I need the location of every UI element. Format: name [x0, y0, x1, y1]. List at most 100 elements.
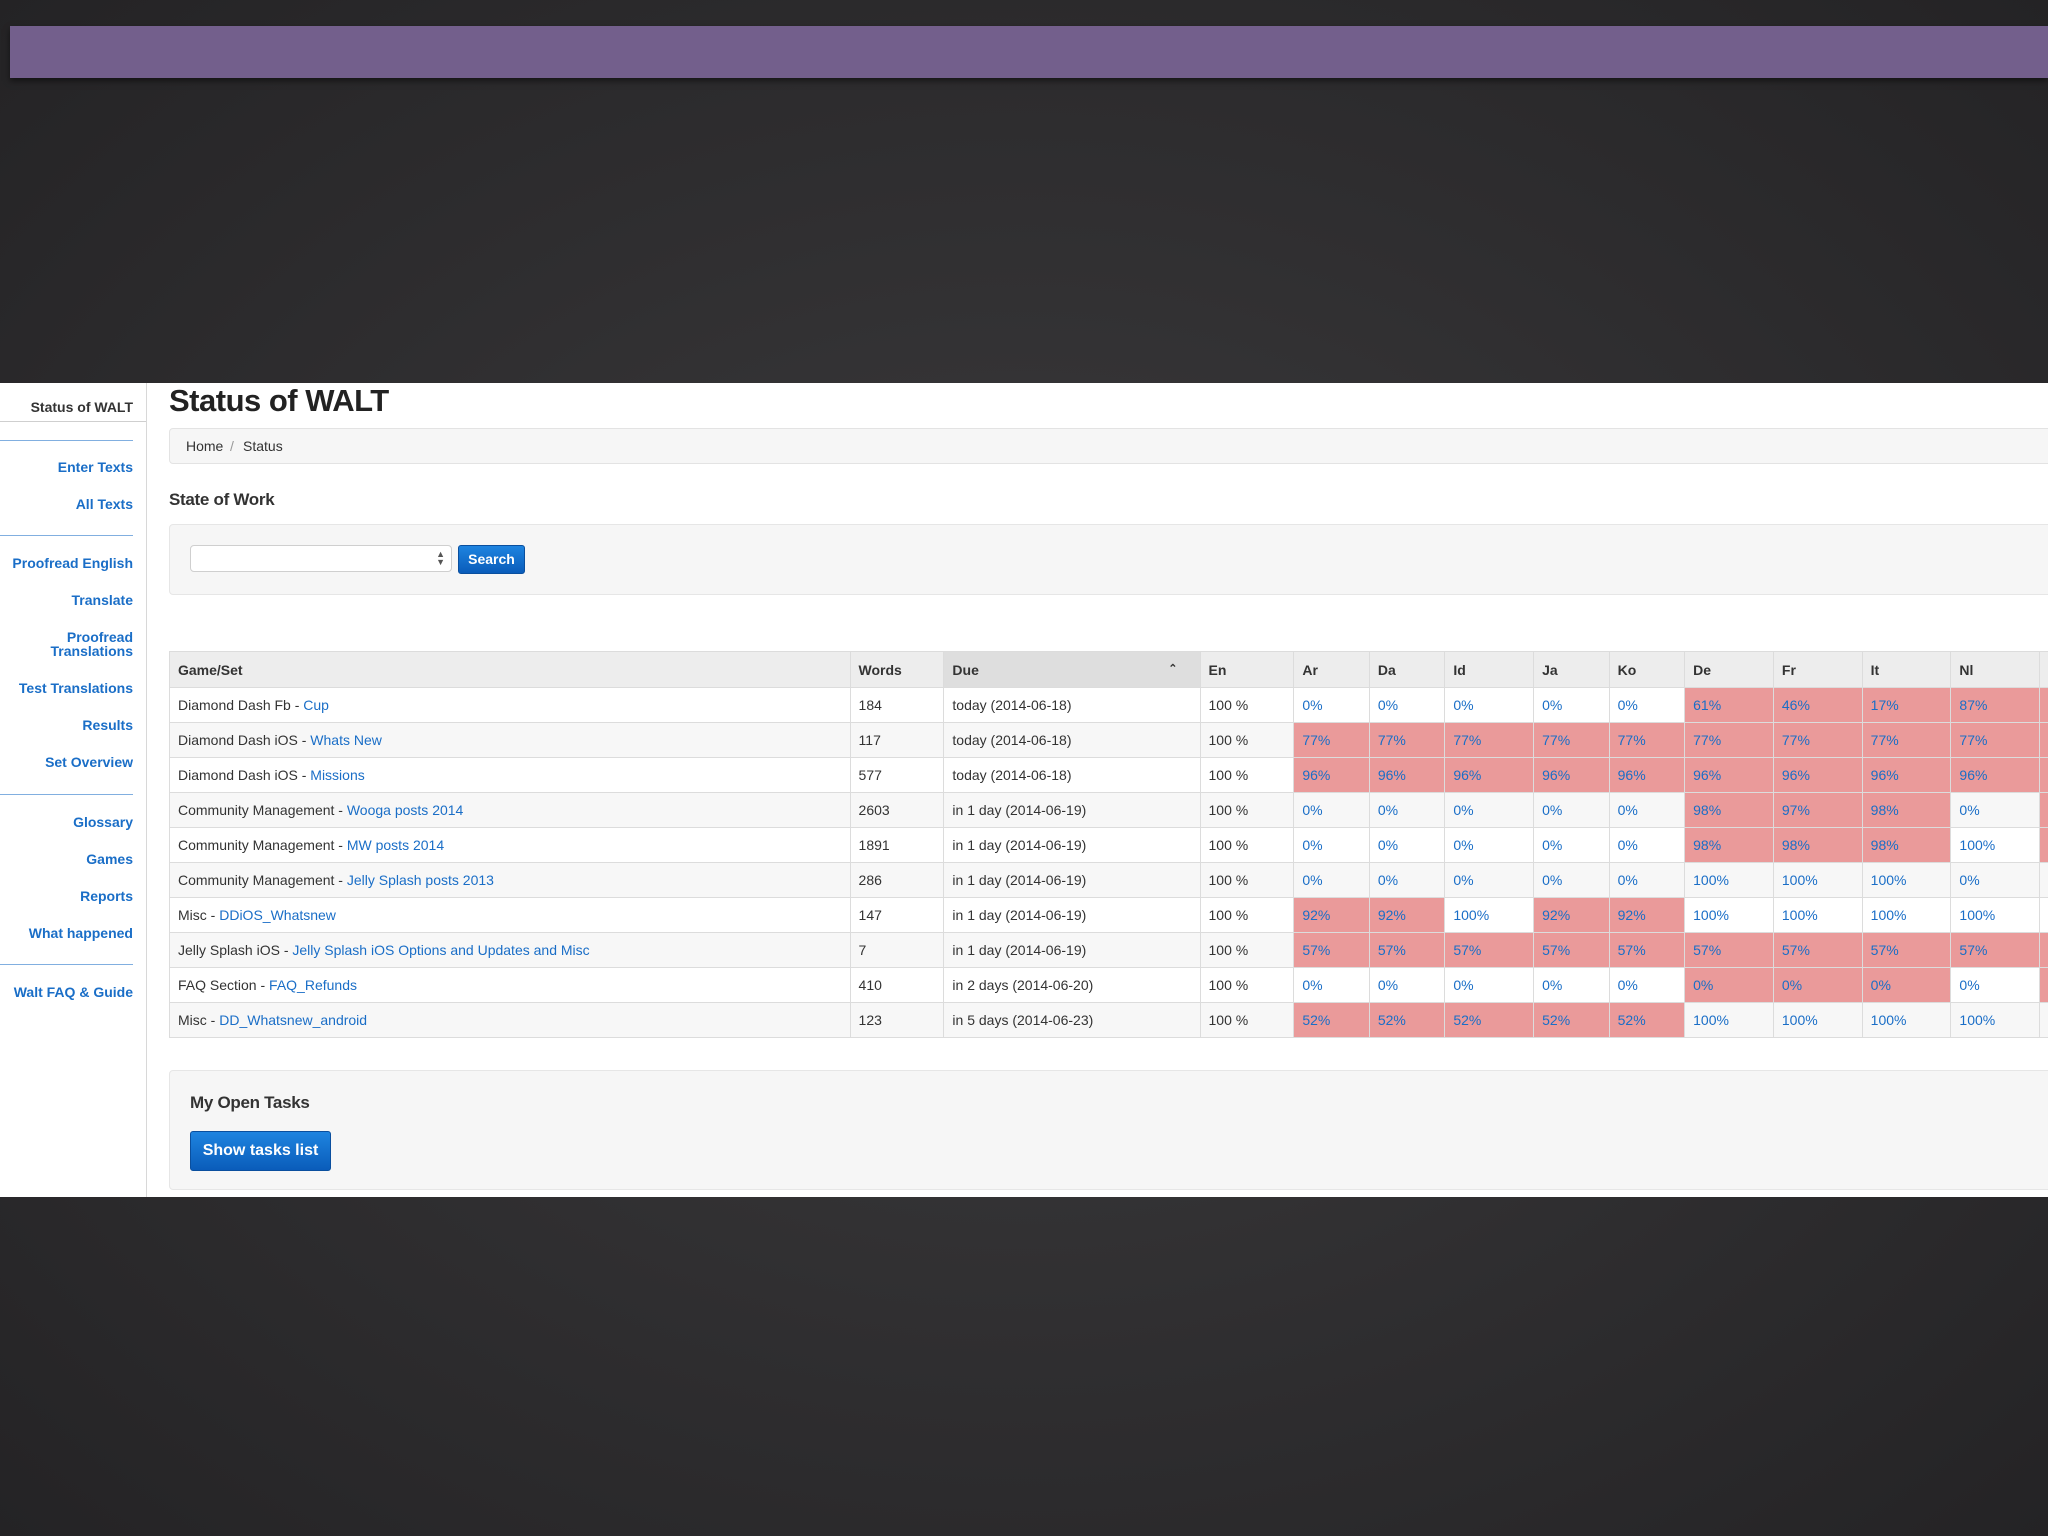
language-progress-link[interactable]: 77% — [1533, 722, 1610, 758]
language-progress-link[interactable]: 100% — [1861, 1002, 1952, 1038]
language-progress-link[interactable]: 0% — [1533, 862, 1610, 898]
language-progress-link[interactable]: 100% — [1950, 1002, 2041, 1038]
column-header-it[interactable]: It — [1861, 651, 1952, 688]
show-tasks-button[interactable]: Show tasks list — [190, 1131, 331, 1171]
language-progress-link[interactable]: 96% — [1533, 757, 1610, 793]
text-set-link[interactable]: DD_Whatsnew_android — [219, 1012, 368, 1028]
language-progress-link[interactable]: 98% — [1684, 827, 1774, 863]
language-progress-link[interactable]: 98% — [2039, 792, 2048, 828]
language-progress-link[interactable]: 0% — [1950, 967, 2041, 1003]
language-progress-link[interactable]: 96% — [1772, 757, 1863, 793]
language-progress-link[interactable]: 0% — [1684, 967, 1774, 1003]
language-progress-link[interactable]: 96% — [1861, 757, 1952, 793]
language-progress-link[interactable]: 98% — [1772, 827, 1863, 863]
language-progress-link[interactable]: 0% — [1861, 967, 1952, 1003]
column-header-due[interactable]: Due ⌃ — [943, 651, 1201, 688]
text-set-link[interactable]: MW posts 2014 — [346, 837, 445, 853]
language-progress-link[interactable]: 0% — [1533, 967, 1610, 1003]
language-progress-link[interactable]: 57% — [1861, 932, 1952, 968]
column-header-en[interactable]: En — [1199, 651, 1295, 688]
language-progress-link[interactable]: 0% — [1444, 827, 1535, 863]
language-progress-link[interactable]: 0% — [2039, 967, 2048, 1003]
language-progress-link[interactable]: 100% — [2039, 897, 2048, 933]
sidebar-item-glossary[interactable]: Glossary — [73, 814, 133, 830]
language-progress-link[interactable]: 57% — [2039, 932, 2048, 968]
language-progress-link[interactable]: 0% — [1608, 687, 1686, 723]
column-header-fr[interactable]: Fr — [1772, 651, 1863, 688]
language-progress-link[interactable]: 46% — [1772, 687, 1863, 723]
language-progress-link[interactable]: 57% — [1608, 932, 1686, 968]
column-header-ko[interactable]: Ko — [1608, 651, 1686, 688]
language-progress-link[interactable]: 92% — [1533, 897, 1610, 933]
breadcrumb-home[interactable]: Home — [186, 438, 224, 454]
language-progress-link[interactable]: 100% — [1861, 897, 1952, 933]
language-progress-link[interactable]: 52% — [1533, 1002, 1610, 1038]
sidebar-item-all-texts[interactable]: All Texts — [75, 496, 133, 512]
sidebar-item-faq-guide[interactable]: Walt FAQ & Guide — [13, 984, 133, 1000]
language-progress-link[interactable]: 0% — [1444, 687, 1535, 723]
language-progress-link[interactable]: 17% — [1861, 687, 1952, 723]
language-progress-link[interactable]: 100% — [1772, 1002, 1863, 1038]
language-progress-link[interactable]: 96% — [1444, 757, 1535, 793]
language-progress-link[interactable]: 0% — [1533, 792, 1610, 828]
language-progress-link[interactable]: 100% — [1950, 827, 2041, 863]
sidebar-item-test-translations[interactable]: Test Translations — [18, 680, 133, 696]
text-set-link[interactable]: FAQ_Refunds — [269, 977, 357, 993]
sidebar-item-proofread-english[interactable]: Proofread English — [12, 555, 133, 571]
text-set-link[interactable]: Cup — [303, 697, 329, 713]
sort-ascending-icon[interactable]: ⌃ — [1168, 663, 1178, 675]
language-progress-link[interactable]: 96% — [1293, 757, 1370, 793]
language-progress-link[interactable]: 0% — [1368, 687, 1446, 723]
language-progress-link[interactable]: 100% — [1684, 1002, 1774, 1038]
language-progress-link[interactable]: 77% — [1368, 722, 1446, 758]
column-header-da[interactable]: Da — [1368, 651, 1446, 688]
text-set-link[interactable]: Jelly Splash iOS Options and Updates and… — [292, 942, 590, 958]
language-progress-link[interactable]: 100% — [1444, 897, 1535, 933]
sidebar-item-games[interactable]: Games — [86, 851, 133, 867]
sidebar-item-enter-texts[interactable]: Enter Texts — [57, 459, 133, 475]
language-progress-link[interactable]: 0% — [2039, 862, 2048, 898]
column-header-ja[interactable]: Ja — [1533, 651, 1610, 688]
language-progress-link[interactable]: 57% — [1950, 932, 2041, 968]
column-header-ar[interactable]: Ar — [1293, 651, 1370, 688]
sidebar-item-proofread-translations[interactable]: Proofread Translations — [50, 629, 133, 659]
language-progress-link[interactable]: 57% — [1684, 932, 1774, 968]
sidebar-item-results[interactable]: Results — [82, 717, 133, 733]
column-header-id[interactable]: Id — [1444, 651, 1535, 688]
column-header-words[interactable]: Words — [849, 651, 945, 688]
language-progress-link[interactable]: 0% — [1293, 792, 1370, 828]
game-select[interactable]: ▲ ▼ — [190, 545, 452, 572]
language-progress-link[interactable]: 100% — [1772, 897, 1863, 933]
language-progress-link[interactable]: 0% — [1368, 967, 1446, 1003]
language-progress-link[interactable]: 77% — [1444, 722, 1535, 758]
text-set-link[interactable]: Whats New — [310, 732, 382, 748]
language-progress-link[interactable]: 0% — [1444, 862, 1535, 898]
language-progress-link[interactable]: 0% — [1368, 827, 1446, 863]
language-progress-link[interactable]: 0% — [1950, 862, 2041, 898]
language-progress-link[interactable]: 57% — [1293, 932, 1370, 968]
column-header-nl[interactable]: Nl — [1950, 651, 2041, 688]
language-progress-link[interactable]: 52% — [1444, 1002, 1535, 1038]
language-progress-link[interactable]: 0% — [1293, 827, 1370, 863]
language-progress-link[interactable]: 0% — [1950, 792, 2041, 828]
language-progress-link[interactable]: 61% — [1684, 687, 1774, 723]
language-progress-link[interactable]: 96% — [1684, 757, 1774, 793]
language-progress-link[interactable]: 96% — [1368, 757, 1446, 793]
language-progress-link[interactable]: 0% — [1608, 827, 1686, 863]
language-progress-link[interactable]: 0% — [1444, 792, 1535, 828]
language-progress-link[interactable]: 92% — [1608, 897, 1686, 933]
language-progress-link[interactable]: 100% — [1684, 897, 1774, 933]
language-progress-link[interactable]: 100% — [1684, 862, 1774, 898]
column-header-pl[interactable]: Pl — [2039, 651, 2048, 688]
column-header-game-set[interactable]: Game/Set — [169, 651, 851, 688]
language-progress-link[interactable]: 57% — [1772, 932, 1863, 968]
language-progress-link[interactable]: 77% — [2039, 722, 2048, 758]
language-progress-link[interactable]: 87% — [1950, 687, 2041, 723]
text-set-link[interactable]: Missions — [310, 767, 365, 783]
language-progress-link[interactable]: 98% — [1684, 792, 1774, 828]
language-progress-link[interactable]: 52% — [1293, 1002, 1370, 1038]
language-progress-link[interactable]: 0% — [1293, 687, 1370, 723]
language-progress-link[interactable]: 0% — [1444, 967, 1535, 1003]
language-progress-link[interactable]: 0% — [1368, 792, 1446, 828]
sidebar-item-reports[interactable]: Reports — [80, 888, 133, 904]
